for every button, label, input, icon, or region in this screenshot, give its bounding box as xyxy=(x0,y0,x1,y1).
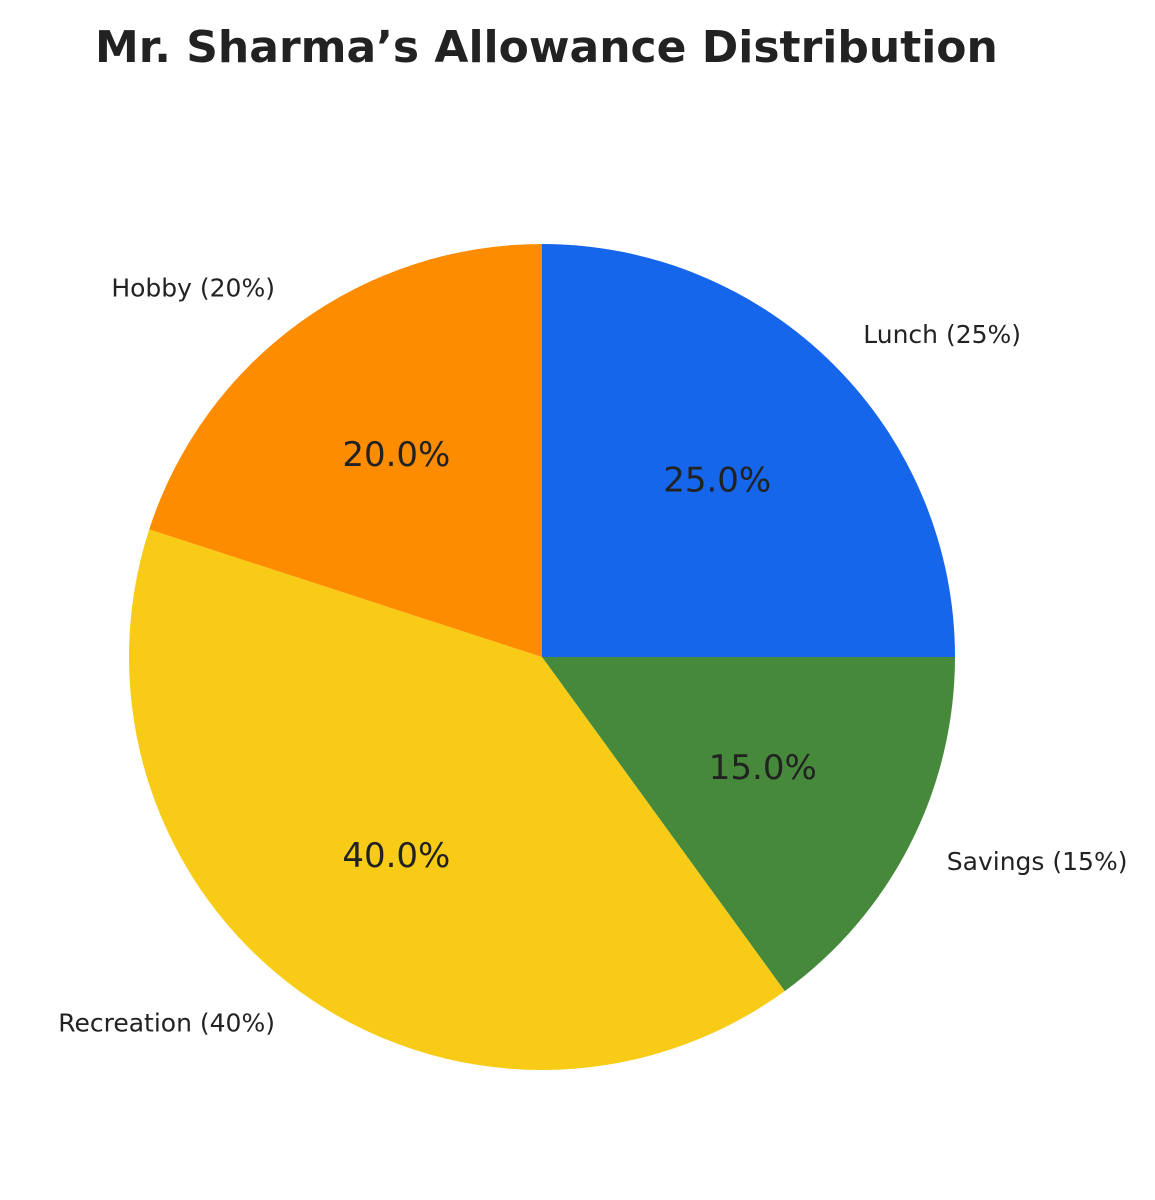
slice-value-label: 25.0% xyxy=(663,460,771,500)
slice-category-label: Recreation (40%) xyxy=(58,1009,275,1038)
pie-slice xyxy=(542,657,955,992)
slice-value-label: 20.0% xyxy=(342,435,450,475)
chart-title: Mr. Sharma’s Allowance Distribution xyxy=(95,22,998,73)
pie-slice xyxy=(542,244,955,657)
slice-category-label: Savings (15%) xyxy=(947,847,1128,876)
slice-value-label: 15.0% xyxy=(709,748,817,788)
pie-slice xyxy=(149,244,542,657)
slice-category-label: Hobby (20%) xyxy=(111,273,275,302)
pie-slice xyxy=(128,529,785,1070)
slice-category-label: Lunch (25%) xyxy=(863,320,1021,349)
slice-value-label: 40.0% xyxy=(342,836,450,876)
